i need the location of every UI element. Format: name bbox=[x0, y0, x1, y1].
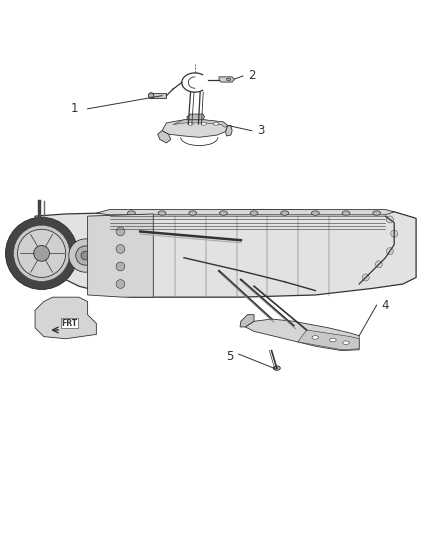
Polygon shape bbox=[35, 297, 96, 339]
Circle shape bbox=[18, 229, 66, 278]
Circle shape bbox=[386, 216, 393, 223]
Ellipse shape bbox=[342, 211, 350, 215]
Ellipse shape bbox=[213, 122, 219, 125]
Text: FRT: FRT bbox=[61, 319, 78, 328]
Polygon shape bbox=[240, 314, 254, 327]
Text: 2: 2 bbox=[248, 69, 256, 83]
Text: 5: 5 bbox=[226, 350, 233, 363]
Ellipse shape bbox=[343, 341, 350, 344]
Polygon shape bbox=[173, 120, 228, 127]
Polygon shape bbox=[187, 114, 205, 120]
Polygon shape bbox=[219, 77, 234, 82]
Ellipse shape bbox=[311, 211, 319, 215]
Circle shape bbox=[6, 217, 78, 289]
Circle shape bbox=[375, 261, 382, 268]
Ellipse shape bbox=[158, 211, 166, 215]
Circle shape bbox=[116, 280, 125, 288]
Ellipse shape bbox=[127, 211, 135, 215]
Ellipse shape bbox=[250, 211, 258, 215]
Polygon shape bbox=[226, 125, 232, 136]
Polygon shape bbox=[35, 209, 416, 297]
Circle shape bbox=[386, 248, 393, 255]
Wedge shape bbox=[6, 217, 78, 289]
Ellipse shape bbox=[189, 211, 197, 215]
Circle shape bbox=[391, 230, 398, 237]
Text: 3: 3 bbox=[257, 124, 264, 137]
Ellipse shape bbox=[329, 338, 336, 342]
Ellipse shape bbox=[148, 93, 154, 99]
Circle shape bbox=[116, 227, 125, 236]
Ellipse shape bbox=[281, 211, 289, 215]
Circle shape bbox=[81, 251, 90, 260]
Text: 1: 1 bbox=[71, 102, 78, 115]
Polygon shape bbox=[162, 120, 228, 138]
Polygon shape bbox=[151, 93, 166, 98]
Polygon shape bbox=[245, 319, 359, 351]
Ellipse shape bbox=[373, 211, 381, 215]
Circle shape bbox=[116, 262, 125, 271]
Circle shape bbox=[116, 245, 125, 253]
Circle shape bbox=[362, 274, 369, 281]
Ellipse shape bbox=[219, 211, 227, 215]
Circle shape bbox=[76, 246, 95, 265]
Text: 4: 4 bbox=[381, 300, 389, 312]
Ellipse shape bbox=[273, 366, 280, 370]
Polygon shape bbox=[298, 330, 359, 350]
Polygon shape bbox=[88, 214, 153, 297]
Ellipse shape bbox=[188, 122, 193, 125]
Circle shape bbox=[34, 246, 49, 261]
Ellipse shape bbox=[226, 78, 231, 81]
Polygon shape bbox=[96, 209, 394, 215]
Circle shape bbox=[69, 239, 102, 272]
Ellipse shape bbox=[201, 122, 206, 125]
Polygon shape bbox=[158, 131, 171, 143]
Ellipse shape bbox=[312, 336, 319, 339]
